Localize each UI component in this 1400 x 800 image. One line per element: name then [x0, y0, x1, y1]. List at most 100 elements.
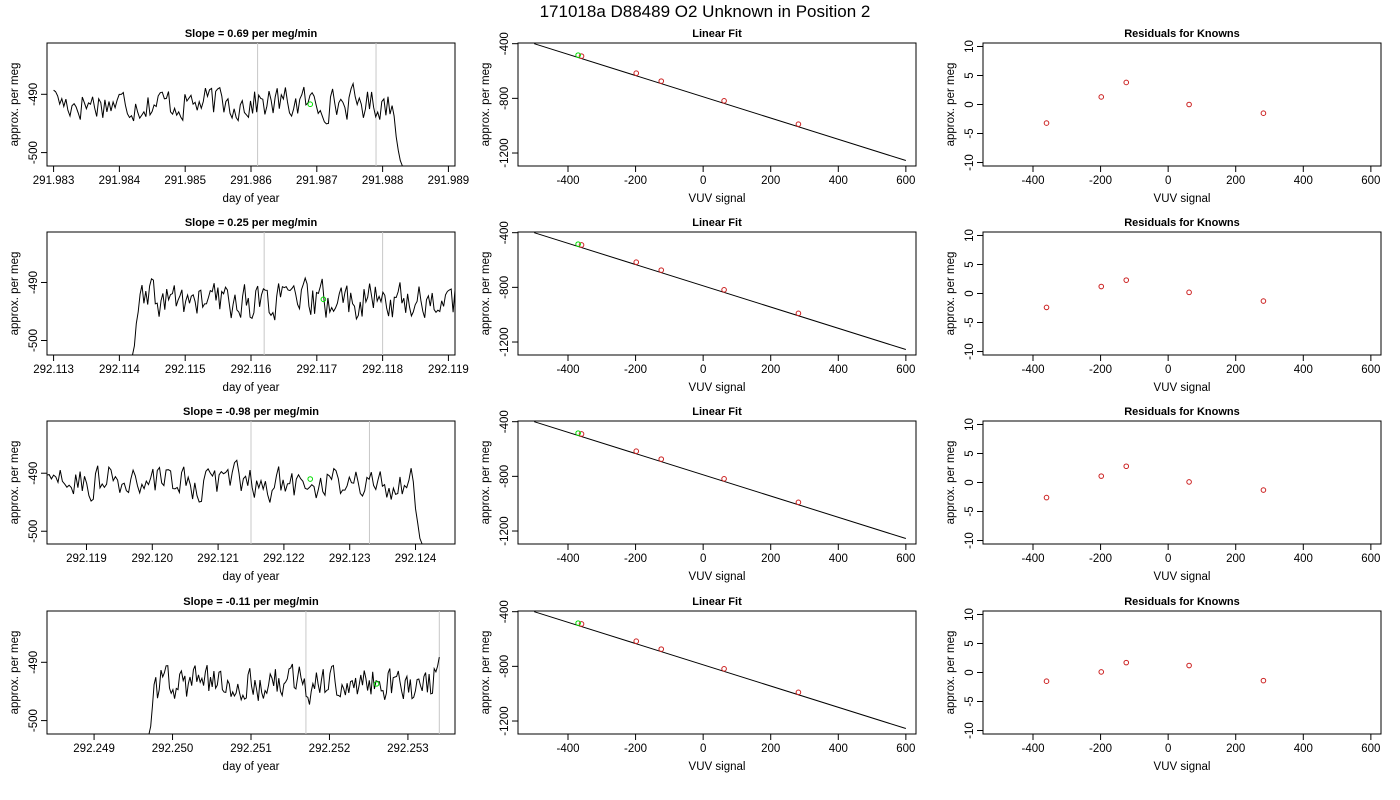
y-tick-label: -5 [964, 128, 976, 138]
y-axis-label: approx. per meg [9, 441, 21, 525]
x-tick-label: 292.123 [329, 553, 371, 565]
plot-frame [982, 610, 1382, 735]
x-axis-label: day of year [223, 193, 280, 205]
x-tick-label: 400 [829, 553, 848, 565]
y-axis-label: approx. per meg [945, 63, 957, 147]
data-point [1098, 283, 1105, 290]
panel-title: Residuals for Knowns [1124, 596, 1240, 608]
x-tick-label: 0 [700, 175, 706, 187]
panel-title: Residuals for Knowns [1124, 28, 1240, 40]
x-tick-label: 291.985 [164, 175, 206, 187]
data-point [721, 98, 727, 104]
x-tick-label: 200 [761, 175, 780, 187]
data-point [578, 431, 585, 437]
x-tick-label: 600 [896, 175, 915, 187]
panels: Slope = 0.69 per meg/min 291.983 291.984 29… [9, 28, 1382, 773]
data-point [795, 310, 802, 317]
x-tick-label: 291.986 [230, 175, 272, 187]
x-tick-label: 600 [896, 553, 915, 565]
data-point [1098, 94, 1105, 100]
y-tick-label: 10 [964, 608, 976, 621]
y-tick-label: -500 [28, 520, 40, 543]
plot-frame [517, 610, 917, 735]
y-tick-label: 10 [964, 40, 976, 53]
y-tick-label: -400 [499, 600, 511, 623]
data-point [721, 666, 727, 672]
x-tick-label: 400 [1294, 743, 1313, 755]
y-axis-label: approx. per meg [480, 63, 492, 147]
y-tick-label: -1200 [499, 516, 511, 545]
x-tick-label: 400 [829, 743, 848, 755]
x-axis-label: VUV signal [1154, 761, 1211, 773]
x-tick-label: 200 [761, 364, 780, 376]
y-tick-label: -400 [499, 410, 511, 433]
x-tick-label: 0 [1165, 364, 1171, 376]
y-tick-label: 10 [964, 418, 976, 431]
x-tick-label: 600 [896, 364, 915, 376]
x-tick-label: 292.116 [231, 364, 272, 376]
plot-frame [982, 42, 1382, 167]
y-axis-label: approx. per meg [480, 252, 492, 336]
x-tick-label: 200 [761, 743, 780, 755]
x-tick-label: 291.987 [296, 175, 338, 187]
x-tick-label: 400 [1294, 175, 1313, 187]
x-tick-label: 292.122 [263, 553, 305, 565]
panel-3-1: Slope = -0.98 per meg/min 292.119 292.120 2… [9, 406, 456, 583]
y-tick-label: 0 [964, 290, 976, 296]
data-point [633, 259, 640, 266]
x-tick-label: 292.253 [387, 743, 429, 755]
panel-3-3: Residuals for Knowns -400 -200 0 200 400 600 10… [945, 406, 1382, 583]
data-point [1260, 110, 1267, 117]
data-point [1043, 120, 1050, 126]
y-tick-label: -400 [499, 221, 511, 244]
y-axis-label: approx. per meg [9, 631, 21, 715]
x-tick-label: 292.251 [230, 743, 272, 755]
x-tick-label: -400 [1021, 364, 1044, 376]
y-tick-label: -800 [499, 465, 511, 488]
x-tick-label: 292.119 [66, 553, 107, 565]
data-point [633, 70, 640, 77]
x-tick-label: 600 [1361, 175, 1380, 187]
data-point [1098, 669, 1105, 675]
y-tick-label: 5 [964, 640, 976, 646]
x-tick-label: 0 [700, 553, 706, 565]
panel-4-1: Slope = -0.11 per meg/min 292.249 292.250 2… [9, 596, 456, 773]
y-tick-label: -500 [28, 329, 40, 352]
y-tick-label: -490 [28, 651, 40, 674]
data-point [658, 646, 665, 652]
panel-title: Linear Fit [692, 217, 742, 229]
x-tick-label: 200 [1226, 364, 1245, 376]
x-tick-label: -400 [1021, 553, 1044, 565]
panel-title: Linear Fit [692, 406, 742, 418]
y-tick-label: -10 [964, 154, 976, 171]
x-axis-label: day of year [223, 571, 280, 583]
x-axis-label: VUV signal [689, 761, 746, 773]
x-tick-label: 292.120 [132, 553, 174, 565]
y-tick-label: -10 [964, 343, 976, 360]
x-tick-label: -200 [1089, 364, 1112, 376]
panel-3-2: Linear Fit -400 -200 0 200 400 600 -400 -800 -120… [480, 406, 917, 583]
x-tick-label: -400 [556, 743, 579, 755]
x-tick-label: 291.989 [428, 175, 470, 187]
fit-line [534, 43, 907, 162]
data-point [1098, 473, 1105, 479]
panel-title: Residuals for Knowns [1124, 217, 1240, 229]
panel-title: Slope = 0.25 per meg/min [185, 217, 318, 229]
data-point [1186, 479, 1192, 485]
panel-title: Slope = -0.98 per meg/min [183, 406, 319, 418]
x-tick-label: -200 [624, 743, 647, 755]
fit-line [534, 232, 907, 351]
plot-frame [517, 420, 917, 545]
unknown-point [320, 296, 327, 303]
y-tick-label: -5 [964, 696, 976, 706]
panel-title: Residuals for Knowns [1124, 406, 1240, 418]
y-tick-label: -1200 [499, 138, 511, 167]
data-point [658, 267, 665, 273]
data-point [1186, 289, 1192, 296]
x-tick-label: 292.121 [197, 553, 239, 565]
y-axis-label: approx. per meg [9, 63, 21, 147]
x-tick-label: -200 [624, 175, 647, 187]
y-axis-label: approx. per meg [945, 441, 957, 525]
x-tick-label: 292.249 [73, 743, 115, 755]
